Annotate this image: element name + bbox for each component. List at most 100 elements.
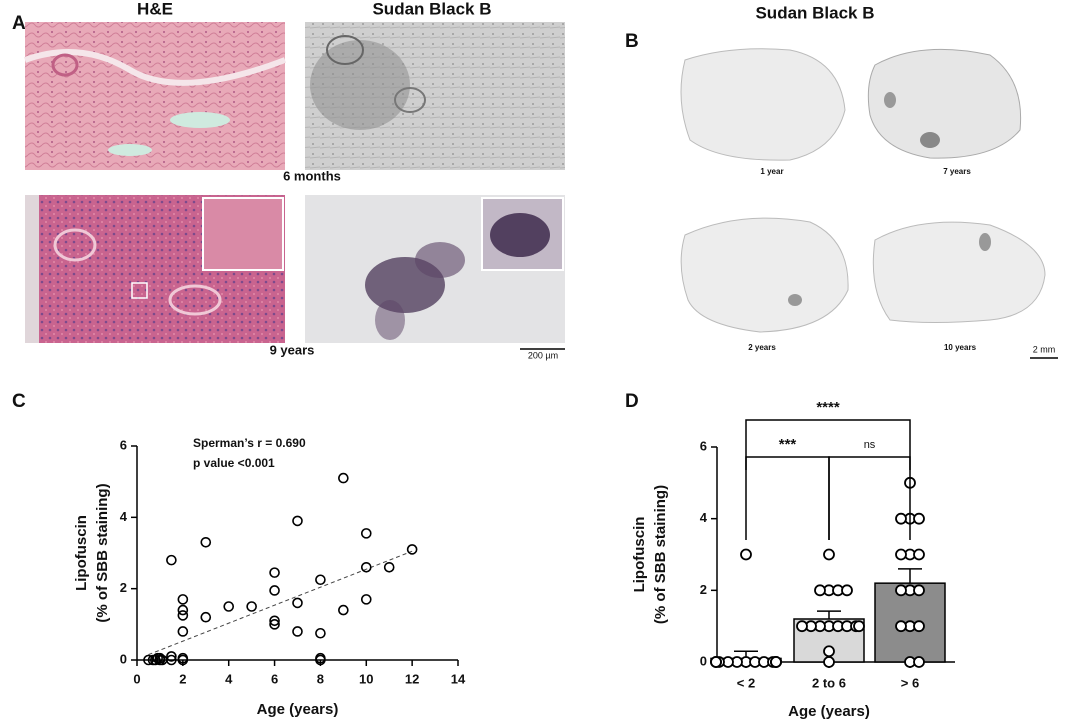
- data-point: [269, 567, 280, 578]
- data-point: [269, 585, 280, 596]
- data-point: [406, 544, 418, 555]
- tissue-stain: [788, 294, 802, 306]
- y-tick-label: 4: [700, 510, 708, 525]
- data-point: [166, 654, 177, 666]
- tissue-stain: [884, 92, 896, 108]
- data-point: [338, 604, 349, 616]
- significance-bracket: [745, 456, 830, 540]
- data-point: [841, 584, 853, 597]
- data-point: [166, 554, 177, 566]
- image-caption: 2 years: [748, 343, 776, 352]
- panel-title: Sudan Black B: [755, 3, 874, 22]
- data-point: [150, 654, 161, 666]
- data-point: [770, 656, 782, 668]
- x-tick-label: 0: [133, 671, 140, 686]
- data-point: [360, 561, 372, 573]
- data-point: [895, 620, 907, 633]
- panel-label: A: [12, 13, 26, 34]
- x-tick-label: 4: [225, 671, 233, 686]
- micrograph: [25, 195, 285, 343]
- x-tick-label: 2: [179, 671, 186, 686]
- data-point: [913, 512, 925, 525]
- data-point: [895, 548, 907, 561]
- annotation: p value <0.001: [193, 456, 275, 470]
- annotation: Sperman’s r = 0.690: [193, 436, 306, 450]
- image-caption: 7 years: [943, 167, 971, 176]
- x-tick-label: 8: [317, 671, 324, 686]
- data-point: [383, 561, 395, 573]
- significance-bracket: [828, 456, 911, 540]
- x-tick-label: 10: [359, 671, 373, 686]
- column-title: Sudan Black B: [372, 0, 491, 18]
- data-point: [360, 594, 372, 605]
- y-tick-label: 4: [120, 509, 128, 524]
- image-caption: 1 year: [760, 167, 783, 176]
- data-point: [823, 656, 835, 668]
- data-point: [823, 548, 835, 561]
- scale-bar-label: 200 µm: [528, 350, 558, 360]
- data-point: [166, 651, 177, 662]
- data-point: [315, 627, 326, 639]
- data-point: [246, 601, 257, 612]
- data-point: [913, 656, 925, 668]
- data-point: [177, 594, 189, 605]
- y-tick-label: 2: [120, 580, 127, 595]
- data-point: [292, 626, 303, 637]
- micrograph: [305, 22, 565, 170]
- data-point: [292, 597, 303, 609]
- data-point: [913, 584, 925, 597]
- data-point: [315, 574, 326, 586]
- tissue-stain: [920, 132, 940, 148]
- scale-bar-label: 2 mm: [1033, 344, 1056, 354]
- data-point: [292, 515, 303, 527]
- data-point: [269, 615, 280, 627]
- data-point: [177, 654, 189, 666]
- data-point: [177, 604, 189, 616]
- column-title: H&E: [137, 0, 173, 18]
- significance-bracket: [745, 419, 911, 470]
- panel-label: C: [12, 391, 26, 412]
- tissue-section: [680, 217, 849, 333]
- significance-label: ****: [816, 399, 840, 416]
- panel-label: D: [625, 391, 639, 412]
- data-point: [223, 601, 235, 612]
- data-point: [200, 611, 212, 623]
- data-point: [814, 584, 826, 597]
- y-axis-label: Lipofuscin: [73, 515, 90, 591]
- data-point: [177, 626, 189, 637]
- data-point: [796, 620, 808, 633]
- data-point: [200, 536, 212, 548]
- data-point: [710, 656, 722, 668]
- image-caption: 10 years: [944, 343, 977, 352]
- y-axis-label: (% of SBB staining): [94, 483, 111, 622]
- x-tick-label: 2 to 6: [812, 675, 846, 690]
- panel-label: B: [625, 31, 639, 52]
- x-tick-label: 14: [451, 671, 466, 686]
- y-tick-label: 0: [120, 651, 127, 666]
- y-tick-label: 6: [120, 437, 127, 452]
- x-tick-label: < 2: [737, 675, 755, 690]
- data-point: [338, 472, 349, 484]
- significance-label: ***: [779, 436, 797, 453]
- fit-line: [148, 550, 413, 656]
- tissue-section: [872, 221, 1046, 323]
- data-point: [177, 610, 189, 621]
- data-point: [913, 548, 925, 561]
- data-point: [853, 620, 865, 633]
- x-tick-label: > 6: [901, 675, 919, 690]
- x-tick-label: 6: [271, 671, 278, 686]
- significance-label: ns: [864, 439, 876, 451]
- y-tick-label: 6: [700, 438, 707, 453]
- data-point: [895, 512, 907, 525]
- y-axis-label: Lipofuscin: [631, 517, 648, 593]
- data-point: [913, 620, 925, 633]
- y-tick-label: 2: [700, 582, 707, 597]
- data-point: [823, 645, 835, 658]
- data-point: [895, 584, 907, 597]
- data-point: [360, 528, 372, 539]
- tissue-section: [680, 48, 846, 161]
- x-tick-label: 12: [405, 671, 419, 686]
- error-bar: [898, 568, 922, 584]
- micrograph: [305, 195, 565, 343]
